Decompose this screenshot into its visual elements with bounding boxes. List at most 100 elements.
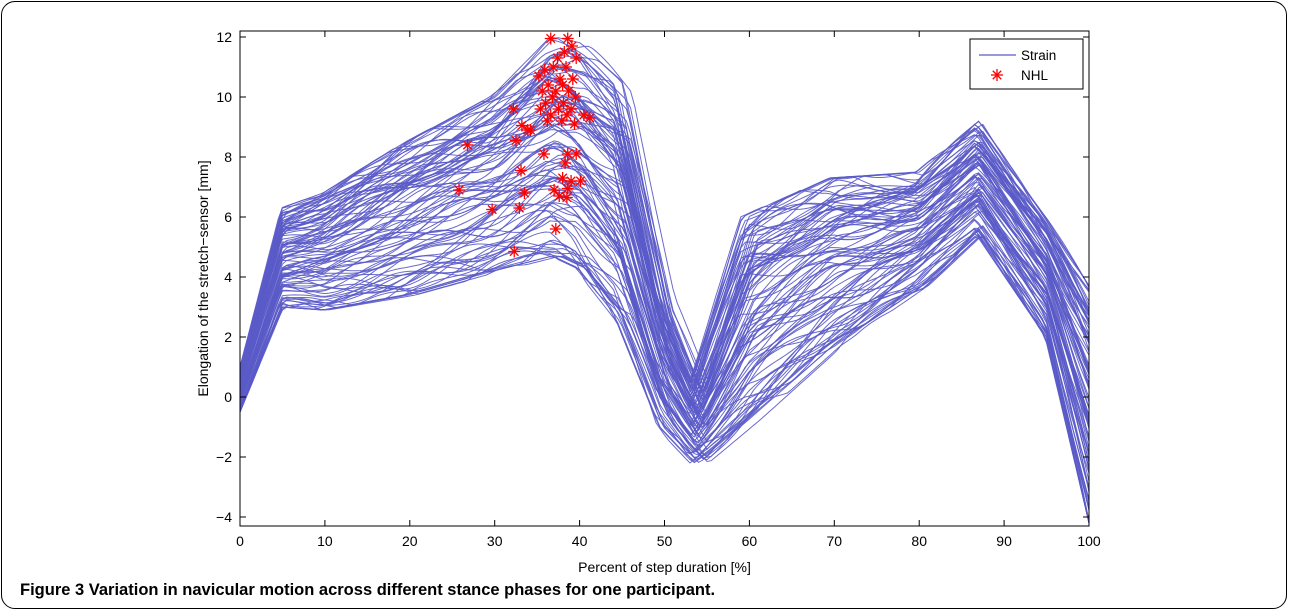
- x-tick-label: 30: [487, 533, 503, 549]
- strain-curve: [239, 176, 1090, 429]
- nhl-point: [549, 85, 562, 97]
- nhl-point: [486, 203, 499, 216]
- strain-curve: [239, 66, 1090, 393]
- nhl-point: [557, 97, 570, 109]
- nhl-point: [553, 190, 566, 202]
- nhl-point: [566, 73, 579, 85]
- nhl-point: [509, 134, 522, 147]
- nhl-point: [542, 79, 555, 91]
- y-tick-label: 12: [216, 29, 232, 45]
- y-axis-label: Elongation of the stretch−sensor [mm]: [195, 160, 211, 396]
- nhl-point: [560, 61, 573, 73]
- strain-curve: [239, 96, 1090, 394]
- x-tick-label: 70: [827, 533, 843, 549]
- nhl-point: [551, 52, 564, 64]
- x-tick-label: 20: [402, 533, 418, 549]
- nhl-point: [559, 157, 572, 169]
- nhl-markers: [453, 32, 596, 258]
- x-axis-label: Percent of step duration [%]: [578, 559, 751, 575]
- y-tick-label: 10: [216, 89, 232, 105]
- nhl-point: [508, 245, 521, 258]
- strain-curve: [239, 142, 1090, 449]
- strain-curve: [239, 50, 1090, 388]
- strain-curve: [239, 117, 1090, 409]
- legend: Strain NHL: [969, 38, 1084, 90]
- strain-curve: [239, 164, 1090, 441]
- strain-curve: [239, 210, 1090, 453]
- strain-curve: [239, 94, 1090, 388]
- strain-curve: [239, 234, 1090, 511]
- nhl-point: [544, 109, 557, 121]
- nhl-point: [507, 103, 520, 115]
- nhl-point: [515, 164, 528, 177]
- strain-curve: [239, 36, 1090, 392]
- y-tick-label: 4: [224, 269, 232, 285]
- x-tick-label: 80: [911, 533, 927, 549]
- nhl-point: [560, 191, 573, 204]
- nhl-point: [549, 223, 562, 235]
- strain-curve: [239, 235, 1090, 508]
- figure-caption: Figure 3 Variation in navicular motion a…: [20, 581, 1270, 600]
- nhl-point: [552, 103, 565, 115]
- y-tick-label: 0: [224, 389, 232, 405]
- nhl-point: [461, 139, 474, 151]
- strain-curve: [239, 228, 1090, 474]
- caption-text: Variation in navicular motion across dif…: [88, 581, 716, 599]
- strain-curve: [239, 145, 1090, 425]
- nhl-point: [453, 184, 466, 196]
- x-tick-label: 0: [236, 533, 244, 549]
- nhl-point: [547, 61, 560, 73]
- nhl-point: [565, 40, 578, 52]
- strain-curve: [239, 228, 1090, 522]
- x-tick-label: 100: [1077, 533, 1101, 549]
- strain-curve: [239, 123, 1090, 423]
- strain-curve: [239, 98, 1090, 392]
- strain-curve: [239, 52, 1090, 382]
- nhl-point: [518, 187, 531, 199]
- strain-curve: [239, 76, 1090, 387]
- x-tick-label: 90: [996, 533, 1012, 549]
- nhl-point: [574, 175, 587, 187]
- strain-curve: [239, 230, 1090, 524]
- nhl-point: [556, 172, 569, 184]
- x-tick-label: 10: [317, 533, 333, 549]
- strain-curve: [239, 53, 1090, 385]
- y-tick-label: 6: [224, 209, 232, 225]
- nhl-point: [532, 70, 545, 82]
- nhl-point: [561, 182, 574, 195]
- nhl-point: [570, 148, 583, 160]
- y-tick-label: 2: [224, 329, 232, 345]
- chart: 0 10 20 30 40 50 60 70 80 90 100 −4 −2 0 2 4 6 8 10 12 Perc…: [195, 29, 1101, 575]
- nhl-point: [524, 124, 537, 136]
- x-tick-label: 40: [572, 533, 588, 549]
- y-tick-label: −2: [216, 449, 232, 465]
- nhl-point: [544, 32, 557, 45]
- strain-curves: [239, 36, 1090, 524]
- strain-curve: [239, 180, 1090, 432]
- nhl-point: [534, 103, 547, 115]
- strain-curve: [239, 65, 1090, 410]
- strain-curve: [239, 83, 1090, 393]
- strain-curve: [239, 236, 1090, 521]
- nhl-point: [555, 115, 568, 127]
- x-tick-label: 50: [657, 533, 673, 549]
- axis-ticks: 0 10 20 30 40 50 60 70 80 90 100 −4 −2 0 2 4 6 8 10 12: [216, 29, 1101, 549]
- strain-curve: [239, 209, 1090, 503]
- strain-curve: [239, 101, 1090, 414]
- legend-strain-label: Strain: [1021, 48, 1056, 63]
- y-tick-label: −4: [216, 509, 232, 525]
- x-tick-label: 60: [742, 533, 758, 549]
- nhl-point: [570, 52, 583, 64]
- nhl-point: [513, 202, 526, 214]
- nhl-point: [537, 148, 550, 160]
- nhl-point: [583, 112, 596, 124]
- strain-curve: [239, 184, 1090, 489]
- strain-curve: [239, 194, 1090, 472]
- legend-nhl-label: NHL: [1021, 68, 1048, 83]
- y-tick-label: 8: [224, 149, 232, 165]
- legend-nhl-swatch: [991, 69, 1003, 81]
- nhl-point: [568, 118, 581, 130]
- nhl-point: [541, 115, 554, 127]
- caption-label: Figure 3: [20, 581, 85, 599]
- strain-curve: [239, 69, 1090, 382]
